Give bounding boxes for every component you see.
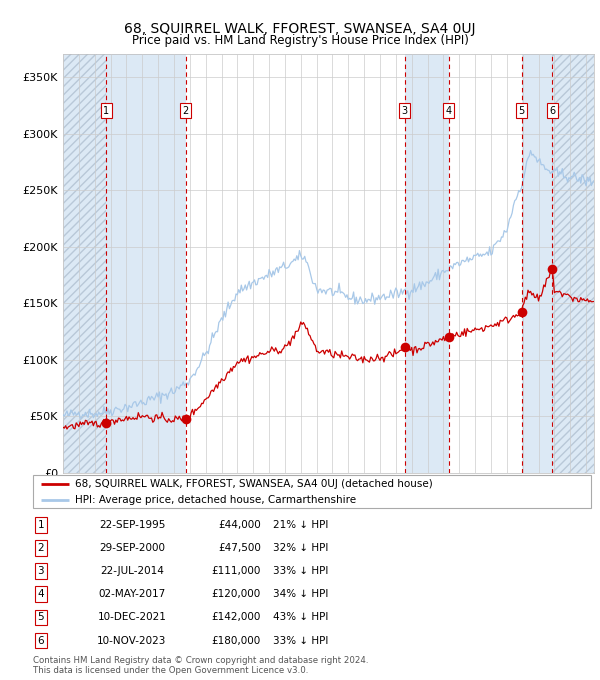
- Text: 6: 6: [549, 106, 555, 116]
- Text: Contains HM Land Registry data © Crown copyright and database right 2024.: Contains HM Land Registry data © Crown c…: [33, 656, 368, 665]
- Text: 22-JUL-2014: 22-JUL-2014: [100, 566, 164, 576]
- Text: 68, SQUIRREL WALK, FFOREST, SWANSEA, SA4 0UJ: 68, SQUIRREL WALK, FFOREST, SWANSEA, SA4…: [124, 22, 476, 37]
- Text: 68, SQUIRREL WALK, FFOREST, SWANSEA, SA4 0UJ (detached house): 68, SQUIRREL WALK, FFOREST, SWANSEA, SA4…: [75, 479, 433, 489]
- Text: 34% ↓ HPI: 34% ↓ HPI: [273, 590, 328, 599]
- Text: 3: 3: [401, 106, 408, 116]
- Text: 02-MAY-2017: 02-MAY-2017: [98, 590, 166, 599]
- Text: 33% ↓ HPI: 33% ↓ HPI: [273, 636, 328, 645]
- Text: Price paid vs. HM Land Registry's House Price Index (HPI): Price paid vs. HM Land Registry's House …: [131, 34, 469, 47]
- Text: 43% ↓ HPI: 43% ↓ HPI: [273, 613, 328, 622]
- Text: £120,000: £120,000: [212, 590, 261, 599]
- Text: £44,000: £44,000: [218, 520, 261, 530]
- Text: 2: 2: [183, 106, 189, 116]
- Text: 2: 2: [37, 543, 44, 553]
- Text: 5: 5: [518, 106, 525, 116]
- FancyBboxPatch shape: [33, 475, 591, 508]
- Text: £142,000: £142,000: [212, 613, 261, 622]
- Text: 5: 5: [37, 613, 44, 622]
- Text: 1: 1: [37, 520, 44, 530]
- Text: 29-SEP-2000: 29-SEP-2000: [99, 543, 165, 553]
- Text: £111,000: £111,000: [212, 566, 261, 576]
- Text: 6: 6: [37, 636, 44, 645]
- Text: 10-DEC-2021: 10-DEC-2021: [98, 613, 166, 622]
- Text: This data is licensed under the Open Government Licence v3.0.: This data is licensed under the Open Gov…: [33, 666, 308, 675]
- Text: £47,500: £47,500: [218, 543, 261, 553]
- Text: 4: 4: [446, 106, 452, 116]
- Text: HPI: Average price, detached house, Carmarthenshire: HPI: Average price, detached house, Carm…: [75, 495, 356, 505]
- Text: 4: 4: [37, 590, 44, 599]
- Text: 1: 1: [103, 106, 109, 116]
- Text: 33% ↓ HPI: 33% ↓ HPI: [273, 566, 328, 576]
- Text: 21% ↓ HPI: 21% ↓ HPI: [273, 520, 328, 530]
- Text: 3: 3: [37, 566, 44, 576]
- Text: 32% ↓ HPI: 32% ↓ HPI: [273, 543, 328, 553]
- Text: £180,000: £180,000: [212, 636, 261, 645]
- Text: 22-SEP-1995: 22-SEP-1995: [99, 520, 165, 530]
- Text: 10-NOV-2023: 10-NOV-2023: [97, 636, 167, 645]
